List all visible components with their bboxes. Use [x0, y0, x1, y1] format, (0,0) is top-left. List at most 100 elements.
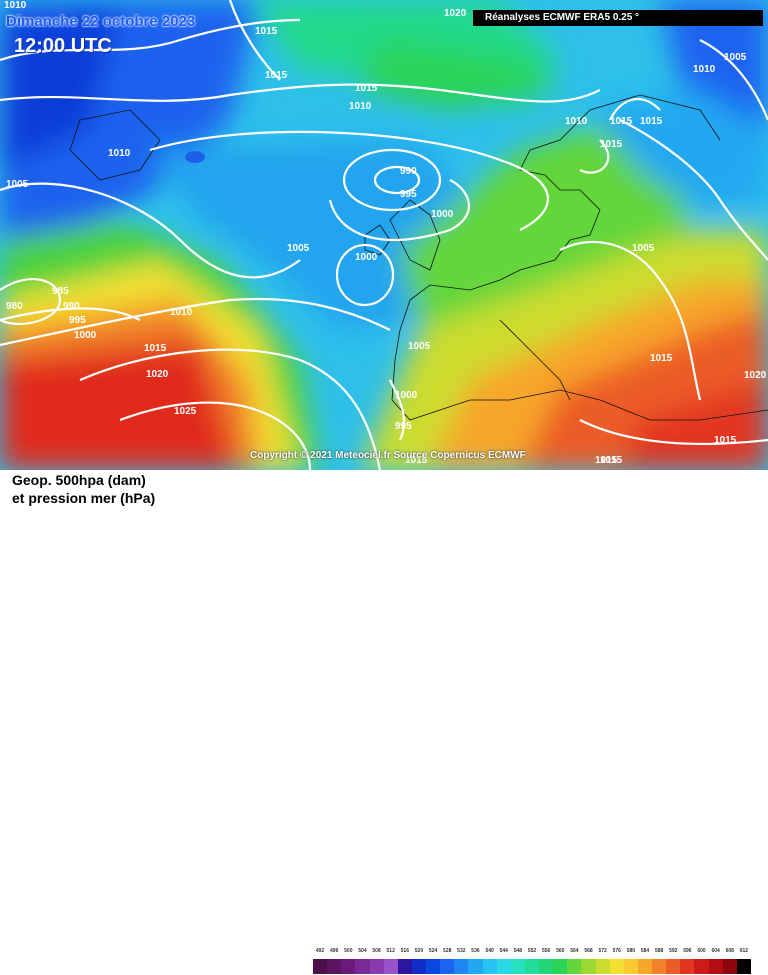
isobar-label: 1000 — [355, 252, 378, 263]
scale-swatch — [397, 959, 413, 974]
scale-tick-label: 520 — [414, 948, 424, 954]
isobar-label: 1015 — [714, 435, 737, 446]
scale-swatch — [680, 959, 695, 974]
scale-swatch — [510, 959, 526, 974]
isobar-label: 995 — [69, 315, 86, 326]
scale-swatch — [609, 959, 625, 974]
scale-tick-label: 548 — [513, 948, 523, 954]
isobar-label: 1010 — [4, 0, 27, 11]
scale-swatch — [341, 959, 356, 974]
isobar-label: 1015 — [600, 139, 623, 150]
map-date: Dimanche 22 octobre 2023 — [6, 13, 196, 30]
scale-swatch — [440, 959, 455, 974]
scale-swatch — [411, 959, 427, 974]
scale-tick-label: 504 — [358, 948, 367, 954]
isobar-label: 1010 — [693, 64, 716, 75]
scale-tick-label: 588 — [654, 948, 664, 954]
scale-tick-label: 500 — [344, 948, 353, 954]
isobar-label: 1000 — [395, 390, 418, 401]
isobar-label: 1015 — [600, 455, 623, 466]
scale-swatch — [581, 959, 597, 974]
source-label: Réanalyses ECMWF ERA5 0.25 ° — [473, 10, 763, 26]
scale-swatch — [454, 959, 469, 974]
scale-tick-label: 536 — [471, 948, 480, 954]
scale-swatch — [383, 959, 399, 974]
isobar-label: 990 — [63, 301, 80, 312]
scale-swatch — [482, 959, 498, 974]
scale-tick-label: 604 — [711, 948, 720, 954]
isobar-label: 1015 — [640, 116, 663, 127]
isobar-label: 1005 — [6, 179, 29, 190]
isobar-label: 1000 — [74, 330, 97, 341]
isobar-label: 1000 — [431, 209, 454, 220]
isobar-label: 1010 — [565, 116, 588, 127]
scale-tick-label: 508 — [372, 948, 381, 954]
scale-swatch — [468, 959, 484, 974]
scale-tick-label: 544 — [499, 948, 508, 954]
scale-swatch — [369, 959, 385, 974]
isobar-label: 1010 — [349, 101, 372, 112]
scale-tick-label: 568 — [584, 948, 593, 954]
scale-swatch — [355, 959, 370, 974]
scale-swatch — [595, 959, 611, 974]
scale-swatch — [736, 959, 752, 974]
scale-swatch — [637, 959, 653, 974]
isobar-label: 995 — [400, 189, 417, 200]
isobar-label: 1010 — [108, 148, 131, 159]
scale-tick-label: 552 — [527, 948, 537, 954]
isobar-label: 990 — [400, 166, 417, 177]
scale-swatch — [524, 959, 540, 974]
isobar-label: 1015 — [405, 455, 428, 466]
scale-tick-label: 596 — [683, 948, 692, 954]
isobar-label: 1015 — [355, 83, 378, 94]
scale-swatch — [553, 959, 568, 974]
scale-tick-label: 496 — [330, 948, 339, 954]
scale-swatch — [623, 959, 639, 974]
scale-tick-label: 512 — [386, 948, 395, 954]
scale-tick-label: 516 — [400, 948, 409, 954]
scale-tick-label: 572 — [598, 948, 607, 954]
scale-tick-label: 556 — [541, 948, 551, 954]
weather-map: 1010101510151020101510101010100599099510… — [0, 0, 768, 470]
isobar-label: 1020 — [146, 369, 169, 380]
scale-swatch — [652, 959, 667, 974]
scale-swatch — [694, 959, 710, 974]
isobar-label: 1010 — [170, 307, 193, 318]
isobar-label: 1015 — [144, 343, 167, 354]
isobar-label: 1015 — [255, 26, 278, 37]
scale-tick-label: 592 — [669, 948, 678, 954]
scale-swatch — [722, 959, 738, 974]
scale-tick-label: 580 — [626, 948, 636, 954]
scale-swatch — [426, 959, 441, 974]
scale-tick-label: 540 — [485, 948, 494, 954]
isobar-label: 1005 — [632, 243, 655, 254]
scale-tick-label: 584 — [640, 948, 650, 954]
scale-swatch — [666, 959, 681, 974]
scale-tick-label: 612 — [739, 948, 749, 954]
isobar-label: 1015 — [595, 455, 618, 466]
scale-tick-label: 576 — [612, 948, 621, 954]
scale-tick-label: 600 — [697, 948, 706, 954]
isobar-label: 1005 — [287, 243, 310, 254]
color-scale: 492 496 500 504 508 512 516 520 524 528 532 536 540 5… — [313, 948, 752, 975]
scale-swatch — [313, 959, 328, 974]
map-time: 12:00 UTC — [14, 35, 112, 57]
isobar-label: 1005 — [408, 341, 431, 352]
copyright-label: Copyright © 2021 Meteociel.fr Source Cop… — [250, 450, 526, 461]
scale-swatch — [708, 959, 724, 974]
scale-tick-label: 608 — [725, 948, 734, 954]
isobar-label: 1015 — [610, 116, 633, 127]
isobar-label: 980 — [6, 301, 23, 312]
scale-swatch — [327, 959, 342, 974]
scale-tick-label: 560 — [556, 948, 565, 954]
legend-title-line2: et pression mer (hPa) — [12, 490, 156, 506]
scale-tick-label: 524 — [428, 948, 438, 954]
scale-tick-label: 528 — [443, 948, 452, 954]
scale-tick-label: 492 — [315, 948, 325, 954]
isobar-label: 1020 — [444, 8, 467, 19]
scale-swatch — [539, 959, 554, 974]
isobar-label: 1020 — [744, 370, 767, 381]
scale-swatch — [496, 959, 512, 974]
legend-footer: Geop. 500hpa (dam) et pression mer (hPa)… — [0, 470, 768, 974]
isobar-label: 985 — [52, 286, 69, 297]
